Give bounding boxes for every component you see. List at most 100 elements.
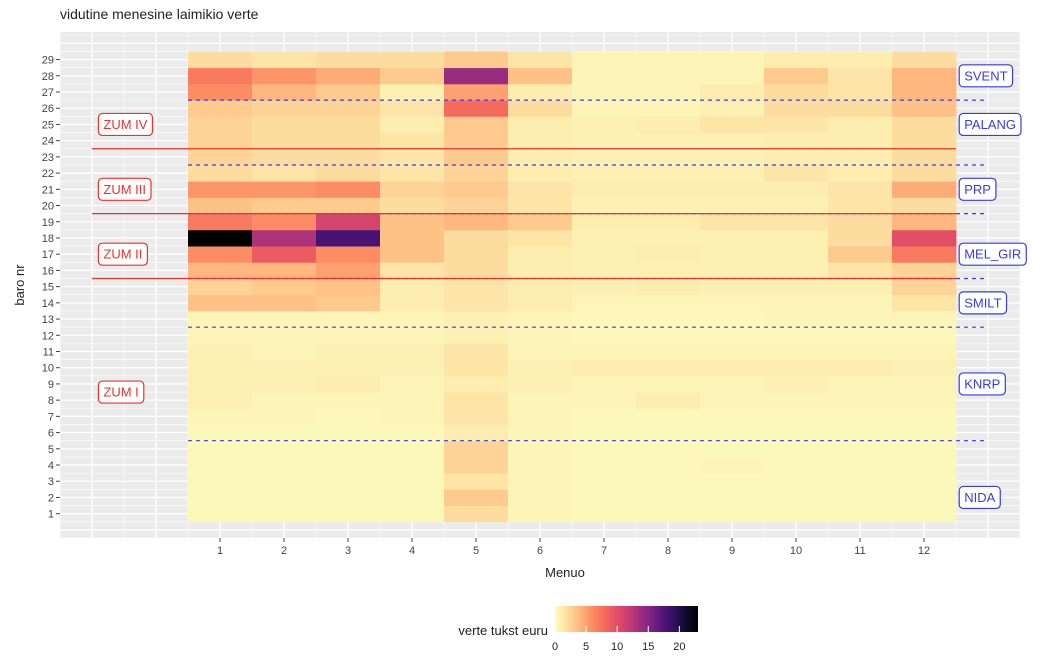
heatmap-cell xyxy=(316,67,381,85)
heatmap-cell xyxy=(380,359,445,377)
legend-tick-label: 0 xyxy=(552,641,558,653)
heatmap-cell xyxy=(380,343,445,361)
heatmap-cell xyxy=(572,473,637,490)
heatmap-cell xyxy=(572,456,637,474)
heatmap-cell xyxy=(252,375,317,393)
heatmap-cell xyxy=(636,456,701,474)
y-tick-label: 4 xyxy=(48,460,54,472)
heatmap-cell xyxy=(316,278,381,296)
heatmap-cell xyxy=(700,262,765,279)
heatmap-cell xyxy=(892,116,957,133)
heatmap-cell xyxy=(764,392,829,409)
y-tick-label: 27 xyxy=(42,87,54,99)
heatmap-cell xyxy=(188,327,253,344)
heatmap-cell xyxy=(572,132,637,150)
y-tick-label: 16 xyxy=(42,265,54,277)
heatmap-cell xyxy=(188,246,253,263)
region-label-box xyxy=(958,372,1006,396)
y-axis-label: baro nr xyxy=(12,264,27,306)
heatmap-cell xyxy=(892,392,957,409)
heatmap-cell xyxy=(764,197,829,215)
legend-title: verte tukst euru xyxy=(458,623,548,638)
heatmap-cell xyxy=(380,67,445,85)
y-tick-label: 5 xyxy=(48,444,54,456)
heatmap-cell xyxy=(444,181,509,198)
heatmap-cell xyxy=(252,229,317,247)
heatmap-cell xyxy=(252,51,317,69)
heatmap-cell xyxy=(764,473,829,490)
heatmap-cell xyxy=(828,262,893,279)
heatmap-cell xyxy=(764,246,829,263)
zone-label-text: ZUM IV xyxy=(103,117,147,132)
heatmap-cell xyxy=(700,100,765,117)
heatmap-cell xyxy=(508,246,573,263)
heatmap-cell xyxy=(188,456,253,474)
heatmap-cell xyxy=(892,408,957,425)
heatmap-cell xyxy=(380,456,445,474)
heatmap-cell xyxy=(188,408,253,425)
heatmap-cell xyxy=(188,294,253,312)
y-tick-label: 26 xyxy=(42,103,54,115)
y-tick-label: 23 xyxy=(42,152,54,164)
heatmap-cell xyxy=(892,473,957,490)
heatmap-cell xyxy=(572,164,637,182)
heatmap-cell xyxy=(700,392,765,409)
heatmap-cell xyxy=(764,262,829,279)
region-label: SVENT xyxy=(958,64,1014,88)
region-label-text: SVENT xyxy=(964,68,1007,83)
heatmap-cell xyxy=(188,83,253,101)
heatmap-cell xyxy=(764,67,829,85)
heatmap-cell xyxy=(444,310,509,328)
heatmap-cell xyxy=(700,440,765,458)
zone-label-box xyxy=(97,380,145,404)
region-label: MEL_GIR xyxy=(958,242,1027,266)
region-label: SMILT xyxy=(958,291,1008,315)
region-label: PRP xyxy=(958,177,997,201)
heatmap-cell xyxy=(764,310,829,328)
heatmap-cell xyxy=(380,310,445,328)
heatmap-cell xyxy=(828,505,893,523)
heatmap-cell xyxy=(892,246,957,263)
heatmap-cell xyxy=(892,100,957,117)
region-label-box xyxy=(958,64,1014,88)
heatmap-cell xyxy=(316,229,381,247)
x-tick-label: 9 xyxy=(729,545,735,557)
heatmap-cell xyxy=(188,197,253,215)
heatmap-cell xyxy=(188,148,253,166)
heatmap-cell xyxy=(252,359,317,377)
heatmap-cell xyxy=(188,51,253,69)
heatmap-cell xyxy=(188,310,253,328)
heatmap-cell xyxy=(892,424,957,442)
heatmap-cell xyxy=(380,262,445,279)
heatmap-cell xyxy=(188,132,253,150)
heatmap-cell xyxy=(828,213,893,231)
heatmap-cell xyxy=(188,424,253,442)
heatmap-cell xyxy=(828,408,893,425)
heatmap-cell xyxy=(444,505,509,523)
heatmap-cell xyxy=(188,505,253,523)
heatmap-cell xyxy=(700,294,765,312)
zone-label: ZUM IV xyxy=(97,112,154,137)
heatmap-cell xyxy=(572,262,637,279)
heatmap-cell xyxy=(316,164,381,182)
heatmap-cell xyxy=(700,359,765,377)
heatmap-cell xyxy=(636,392,701,409)
x-tick-label: 11 xyxy=(854,545,865,557)
heatmap-cell xyxy=(828,489,893,506)
heatmap-cell xyxy=(444,100,509,117)
heatmap-cell xyxy=(700,164,765,182)
heatmap-cell xyxy=(252,181,317,198)
region-label-text: PRP xyxy=(964,182,991,197)
x-axis-label: Menuo xyxy=(545,565,585,580)
heatmap-cell xyxy=(828,148,893,166)
y-tick-label: 12 xyxy=(42,330,54,342)
heatmap-cell xyxy=(700,181,765,198)
heatmap-cell xyxy=(764,375,829,393)
heatmap-cell xyxy=(892,343,957,361)
heatmap-cell xyxy=(828,164,893,182)
heatmap-cell xyxy=(444,456,509,474)
color-legend: verte tukst euru 0 5 10 15 20 xyxy=(458,606,698,653)
heatmap-cell xyxy=(828,278,893,296)
heatmap-cell xyxy=(572,148,637,166)
heatmap-cell xyxy=(700,408,765,425)
